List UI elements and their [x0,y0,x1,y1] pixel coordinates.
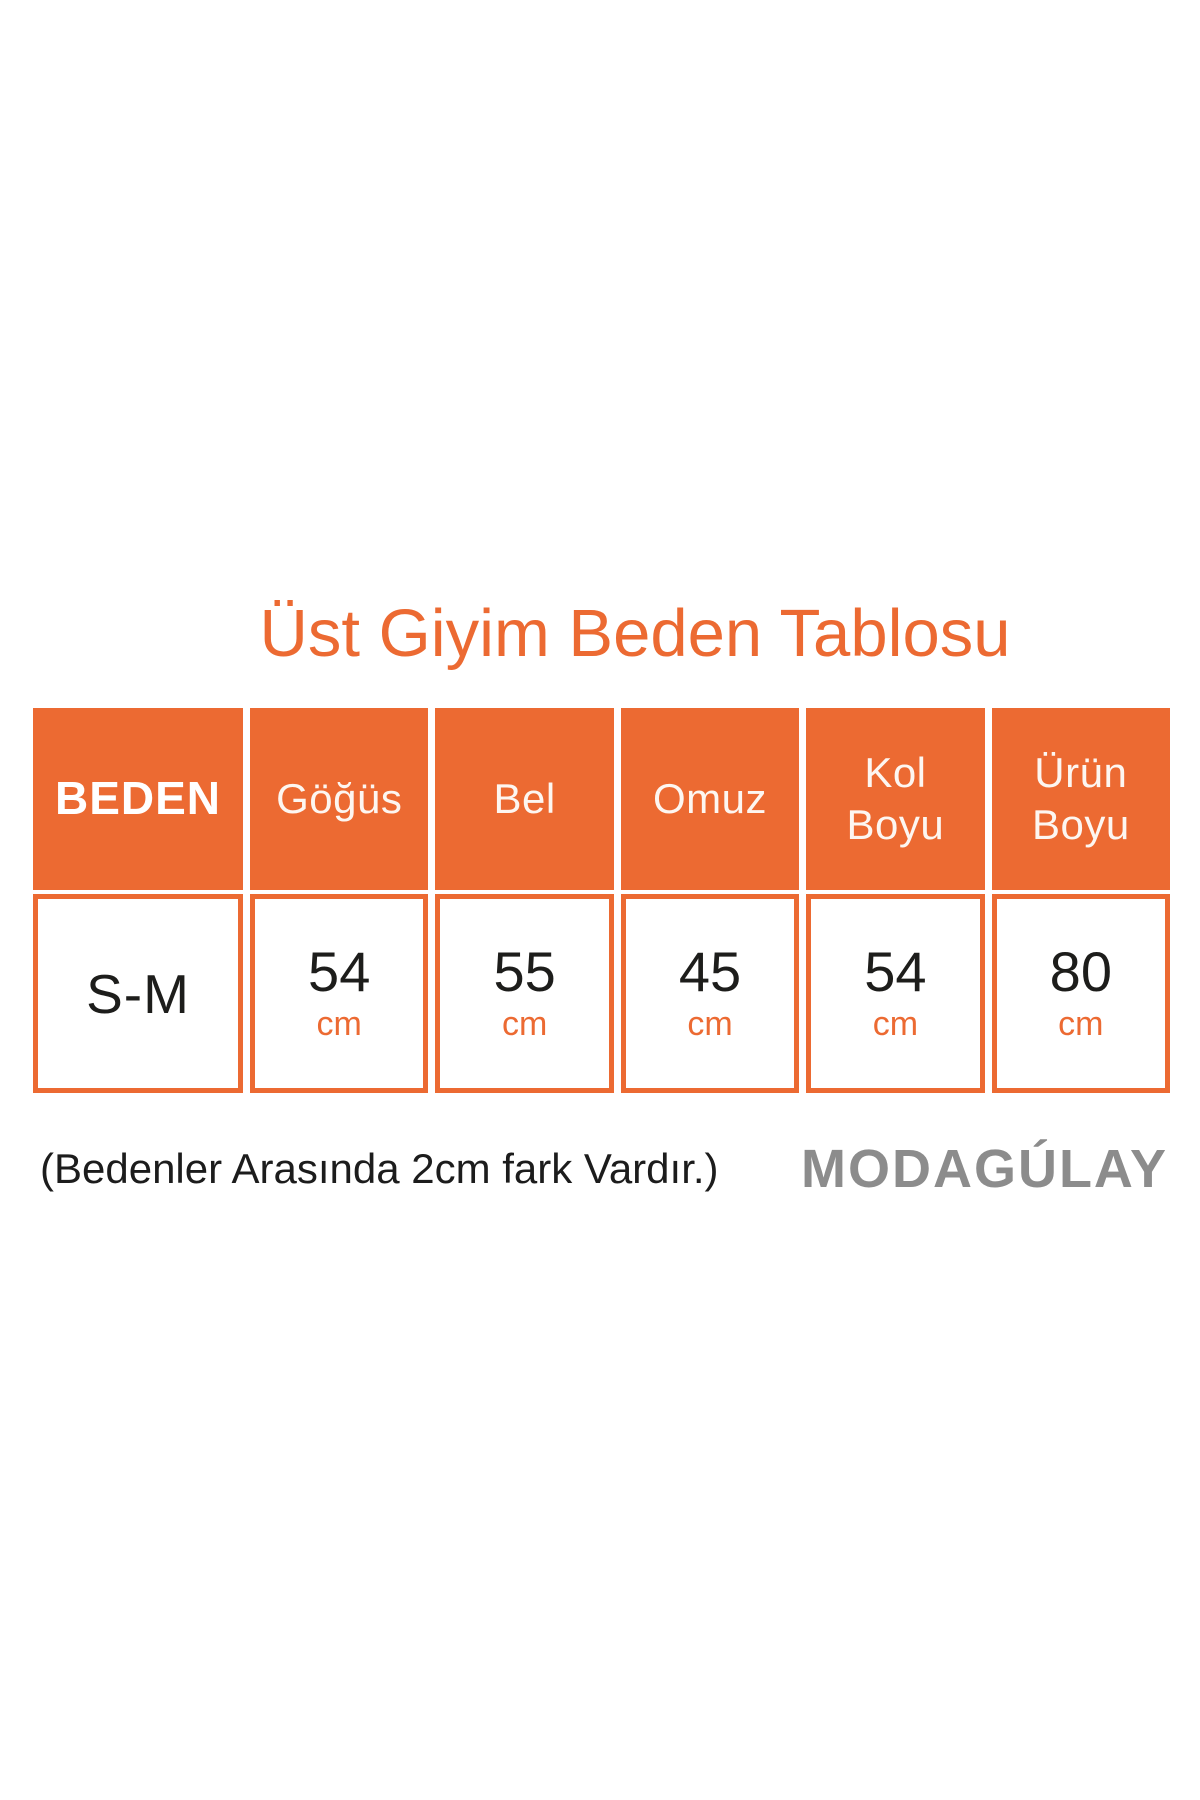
column-header-gogus: Göğüs [250,708,429,890]
measurement-value: 54 [864,939,927,1003]
size-difference-note: (Bedenler Arasında 2cm fark Vardır.) [40,1145,719,1192]
cell-kol-boyu: 54 cm [806,894,985,1093]
cell-bel: 55 cm [435,894,614,1093]
column-header-beden: BEDEN [33,708,243,890]
column-header-bel: Bel [435,708,614,890]
footer: (Bedenler Arasında 2cm fark Vardır.) MOD… [40,1134,1168,1204]
cell-urun-boyu: 80 cm [991,894,1171,1093]
measurement-value: 80 [1049,939,1112,1003]
cell-omuz: 45 cm [620,894,800,1093]
table-data-row: S-M 54 cm 55 cm 45 cm 54 cm 80 cm [33,894,1171,1093]
column-header-urun-boyu: Ürün Boyu [991,708,1171,890]
measurement-unit: cm [501,1004,548,1043]
cell-beden: S-M [33,894,243,1093]
table-header-row: BEDEN Göğüs Bel Omuz Kol Boyu Ürün Boyu [33,708,1171,890]
measurement-unit: cm [316,1004,362,1043]
column-header-kol-boyu: Kol Boyu [806,708,985,890]
measurement-value: 45 [678,939,742,1003]
page-title: Üst Giyim Beden Tablosu [259,596,1011,671]
size-value: S-M [86,962,190,1025]
brand-logo: MODAGÚLAY [800,1139,1168,1199]
size-table: BEDEN Göğüs Bel Omuz Kol Boyu Ürün Boyu … [33,708,1171,1093]
measurement-unit: cm [687,1004,733,1043]
measurement-value: 54 [308,939,371,1003]
measurement-unit: cm [872,1004,919,1043]
cell-gogus: 54 cm [250,894,429,1093]
measurement-unit: cm [1058,1004,1104,1043]
column-header-omuz: Omuz [620,708,800,890]
measurement-value: 55 [493,939,556,1003]
